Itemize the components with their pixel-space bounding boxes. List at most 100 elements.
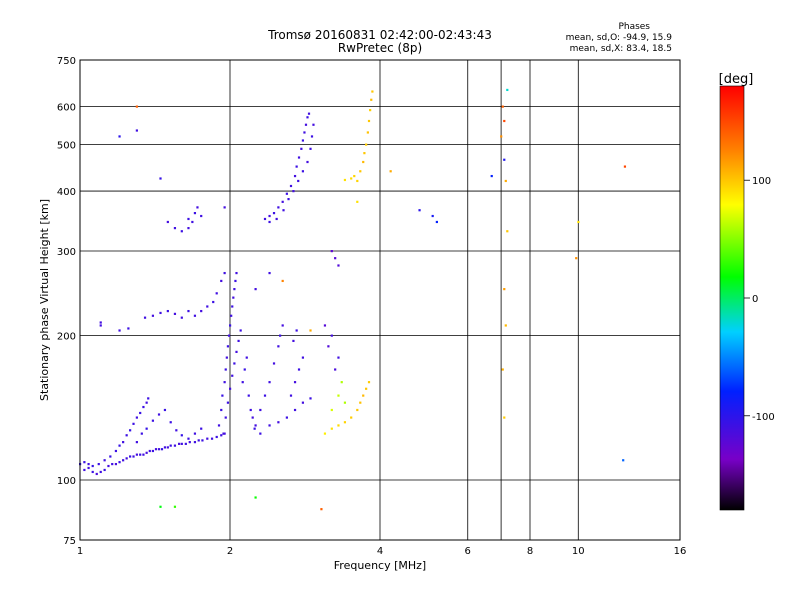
echo-point — [359, 170, 362, 173]
echo-point — [623, 165, 627, 168]
echo-point — [504, 324, 507, 327]
echo-point — [277, 345, 280, 348]
echo-point — [366, 131, 369, 134]
echo-point — [506, 230, 509, 233]
echo-point — [503, 288, 506, 291]
echo-point — [272, 212, 276, 215]
echo-point — [91, 464, 94, 468]
echo-point — [212, 300, 215, 304]
y-tick-label: 600 — [57, 103, 76, 114]
colorbar-tick-label: 100 — [752, 176, 771, 187]
echo-point — [200, 427, 203, 430]
echo-point — [187, 227, 190, 230]
echo-point — [166, 309, 169, 313]
echo-point — [223, 271, 226, 275]
echo-point — [87, 466, 90, 470]
echo-point — [223, 432, 226, 435]
echo-point — [504, 179, 507, 183]
echo-point — [173, 227, 177, 230]
echo-point — [304, 123, 308, 126]
echo-point — [356, 408, 359, 412]
echo-point — [135, 416, 138, 419]
echo-point — [254, 496, 257, 499]
echo-point — [177, 442, 181, 445]
echo-point — [159, 311, 162, 315]
echo-point — [307, 112, 311, 115]
echo-point — [359, 401, 362, 404]
echo-point — [370, 98, 373, 101]
echo-point — [166, 446, 169, 449]
echo-point — [229, 324, 232, 327]
echo-point — [103, 459, 106, 462]
echo-point — [309, 397, 312, 400]
echo-point — [239, 329, 242, 332]
data-points — [79, 88, 627, 511]
echo-point — [330, 427, 333, 430]
echo-point — [389, 170, 392, 173]
echo-point — [95, 472, 98, 476]
echo-point — [118, 461, 121, 464]
echo-point — [99, 321, 102, 324]
axis-ticks: 1 2 4 6 8 10 16 75 100 200 300 400 500 600 750 — [57, 56, 686, 557]
echo-point — [132, 422, 135, 425]
echo-point — [254, 424, 257, 427]
echo-point — [217, 424, 221, 427]
echo-point — [125, 457, 128, 460]
x-tick-label: 6 — [465, 546, 471, 557]
echo-point — [575, 257, 578, 260]
echo-point — [277, 206, 280, 209]
x-axis-label: Frequency [MHz] — [334, 559, 426, 572]
echo-point — [353, 174, 356, 178]
echo-point — [337, 264, 340, 267]
echo-point — [263, 217, 267, 221]
echo-point — [107, 464, 110, 468]
echo-point — [196, 206, 199, 209]
echo-point — [343, 178, 347, 182]
echo-point — [135, 105, 138, 108]
echo-point — [285, 416, 288, 419]
echo-point — [259, 408, 262, 412]
echo-point — [293, 174, 297, 178]
echo-point — [224, 368, 227, 371]
plot-frame — [79, 59, 681, 541]
echo-point — [173, 505, 177, 508]
echo-point — [501, 105, 504, 108]
echo-point — [114, 462, 118, 466]
echo-point — [501, 368, 504, 371]
echo-point — [327, 345, 330, 348]
echo-point — [282, 209, 285, 212]
echo-point — [418, 209, 421, 212]
echo-point — [103, 468, 106, 472]
echo-point — [220, 279, 223, 283]
echo-point — [201, 439, 204, 442]
echo-point — [83, 468, 86, 472]
phase-stats: Phases mean, sd,O: -94.9, 15.9 mean, sd,… — [472, 22, 672, 55]
echo-point — [310, 135, 314, 138]
echo-point — [243, 368, 246, 371]
echo-point — [142, 405, 145, 409]
echo-point — [147, 397, 150, 400]
echo-point — [365, 387, 368, 390]
echo-point — [253, 427, 256, 430]
echo-point — [145, 451, 148, 454]
echo-point — [227, 334, 231, 337]
echo-point — [226, 401, 230, 404]
x-tick-label: 10 — [572, 546, 585, 557]
echo-point — [268, 214, 271, 218]
echo-point — [289, 184, 293, 188]
echo-point — [139, 411, 142, 415]
chart-subtitle: RwPretec (8p) — [337, 41, 423, 55]
echo-point — [292, 190, 295, 193]
echo-point — [297, 156, 301, 159]
echo-point — [118, 329, 121, 332]
colorbar-tick-label: 0 — [752, 294, 758, 305]
echo-point — [362, 160, 365, 164]
echo-point — [367, 119, 371, 123]
echo-point — [221, 394, 224, 397]
echo-point — [97, 462, 100, 466]
echo-point — [330, 250, 333, 253]
echo-point — [118, 135, 121, 138]
echo-point — [254, 288, 257, 291]
y-axis-label: Stationary phase Virtual Height [km] — [38, 199, 51, 401]
x-tick-label: 4 — [377, 546, 383, 557]
